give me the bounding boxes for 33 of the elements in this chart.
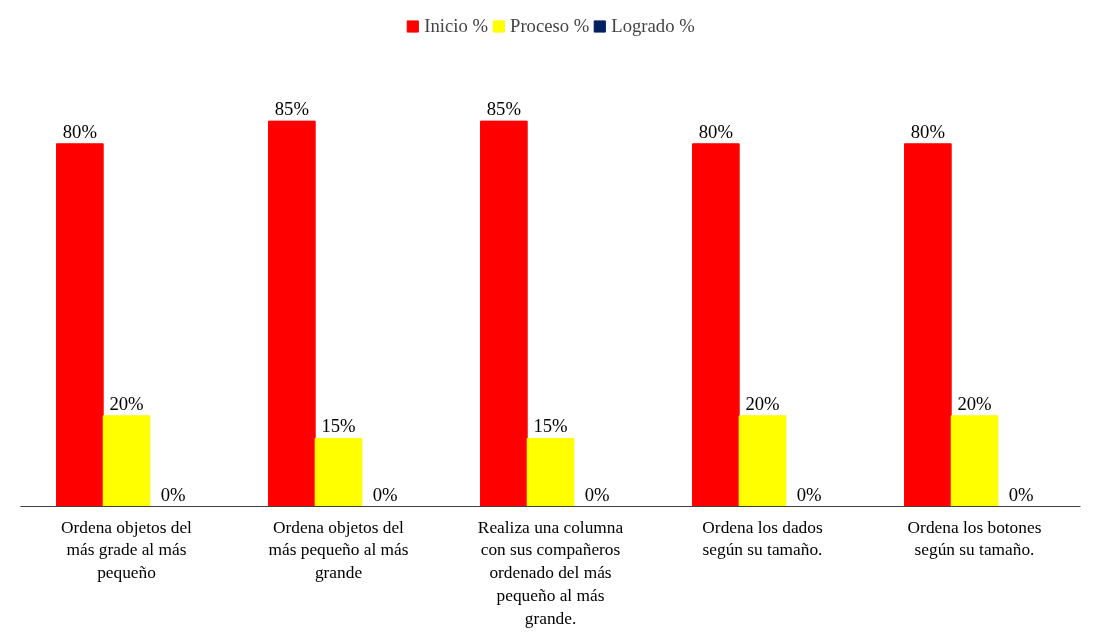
bar <box>904 143 952 507</box>
x-tick-label: Realiza una columna con sus compañeros ordenado del más pequeño al más grande. <box>477 517 624 628</box>
bar <box>314 437 363 507</box>
x-tick-label: Ordena los dados según su tamaño. <box>702 517 823 560</box>
data-label: 80% <box>910 120 945 142</box>
data-label: 80% <box>698 120 733 142</box>
data-label: 15% <box>533 415 568 437</box>
data-label: 85% <box>274 98 309 120</box>
legend-label: Proceso % <box>510 15 590 37</box>
x-tick-label: Ordena objetos del más grade al más pequeño <box>61 517 193 583</box>
data-label: 0% <box>796 483 822 505</box>
bar <box>56 143 104 507</box>
bar <box>950 415 999 507</box>
data-label: 0% <box>160 483 186 505</box>
bar <box>480 120 528 507</box>
legend-label: Inicio % <box>424 15 489 37</box>
bar <box>268 120 316 507</box>
data-label: 20% <box>745 392 780 414</box>
bar <box>102 415 151 507</box>
data-label: 20% <box>957 392 992 414</box>
data-label: 15% <box>321 415 356 437</box>
bar <box>526 437 575 507</box>
bar <box>692 143 740 507</box>
data-label: 85% <box>486 98 521 120</box>
x-tick-label: Ordena objetos del más pequeño al más grande <box>268 517 409 583</box>
data-label: 0% <box>372 483 398 505</box>
bar <box>738 415 787 507</box>
legend-label: Logrado % <box>611 15 695 37</box>
data-label: 80% <box>62 120 97 142</box>
data-label: 20% <box>109 392 144 414</box>
x-tick-label: Ordena los botones según su tamaño. <box>907 517 1042 560</box>
data-label: 0% <box>1008 483 1034 505</box>
data-label: 0% <box>584 483 610 505</box>
